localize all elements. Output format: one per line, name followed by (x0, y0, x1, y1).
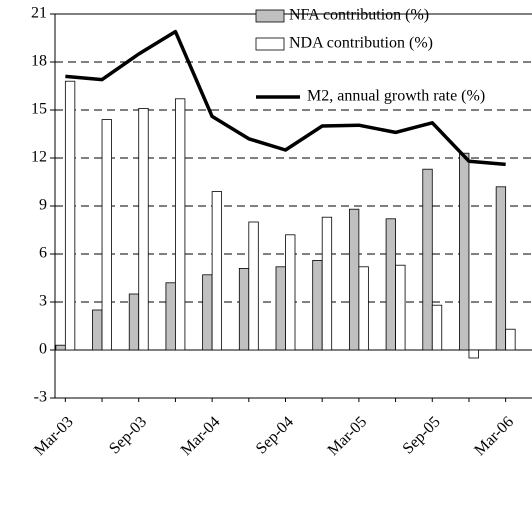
bar (395, 264, 406, 351)
legend-label: NFA contribution (%) (289, 7, 429, 24)
y-tick-label: 0 (39, 341, 47, 358)
y-tick-label: -3 (34, 389, 47, 406)
y-tick-label: 9 (39, 197, 47, 214)
bar (358, 266, 369, 351)
y-tick-label: 18 (31, 53, 47, 70)
x-tick-label: Sep-05 (400, 413, 444, 457)
x-tick-label: Mar-06 (471, 413, 517, 459)
bar (459, 152, 470, 351)
x-tick-label: Sep-03 (106, 413, 150, 457)
x-tick-label: Mar-05 (325, 413, 371, 459)
plot-frame (54, 13, 532, 399)
y-tick-label: 3 (39, 293, 47, 310)
bar (64, 80, 76, 351)
bar (348, 208, 360, 351)
bar (165, 282, 176, 351)
bar (248, 221, 259, 351)
bar (468, 349, 479, 359)
bar (495, 186, 507, 351)
bar (385, 218, 396, 351)
y-tick-label: 12 (31, 149, 47, 166)
bar (505, 328, 516, 351)
bar (128, 293, 140, 351)
bar (431, 304, 443, 351)
y-tick-label: 21 (31, 5, 47, 22)
bar (92, 309, 103, 351)
x-tick-label: Mar-03 (31, 413, 77, 459)
line (65, 29, 506, 167)
bar (138, 108, 149, 351)
bar (175, 98, 186, 351)
x-tick-label: Sep-04 (253, 413, 297, 457)
bar (101, 119, 112, 351)
y-tick-label: 15 (31, 101, 47, 118)
legend-swatch (255, 37, 285, 51)
legend-label: M2, annual growth rate (%) (307, 88, 485, 105)
bar (202, 274, 213, 351)
bar (55, 344, 66, 351)
bar (321, 216, 333, 351)
bar (275, 266, 286, 351)
legend-label: NDA contribution (%) (289, 35, 433, 52)
x-tick-label: Mar-04 (178, 413, 224, 459)
bar (211, 191, 223, 351)
bar (312, 259, 323, 351)
bar (238, 267, 250, 351)
y-tick-label: 6 (39, 245, 47, 262)
bar (285, 234, 296, 351)
legend-swatch (255, 9, 285, 23)
bar (422, 168, 433, 351)
